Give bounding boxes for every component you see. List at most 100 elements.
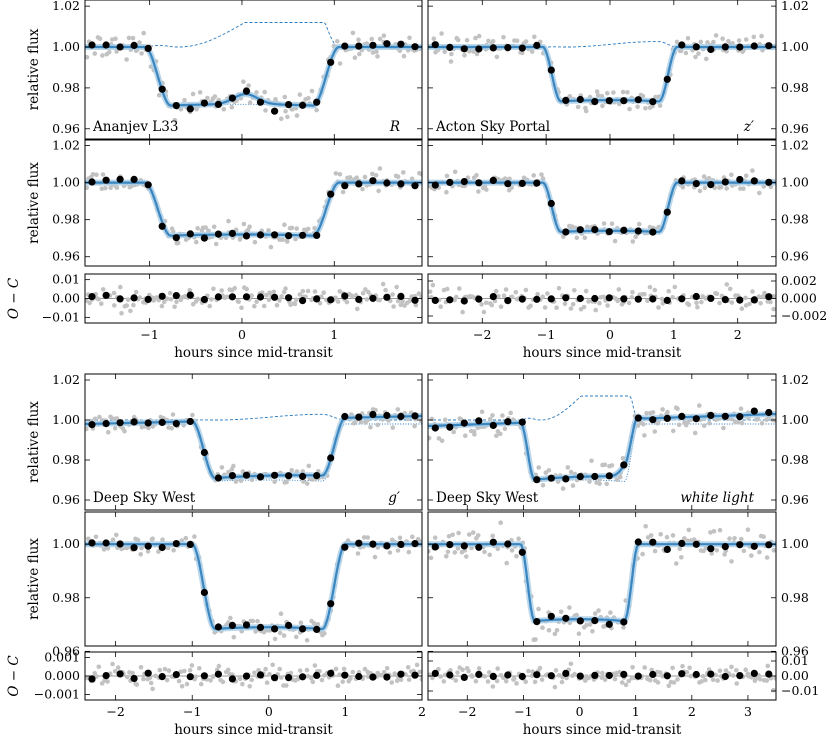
raw-point [373, 173, 379, 178]
raw-point [377, 166, 383, 171]
y-tick-label: 0.98 [52, 80, 80, 95]
y-tick-label: 0.96 [781, 643, 809, 658]
raw-point [595, 93, 601, 98]
binned-point [489, 44, 497, 52]
binned-point [186, 540, 194, 549]
x-axis-label: hours since mid-transit [523, 722, 682, 738]
binned-point [692, 180, 700, 188]
raw-point [96, 664, 102, 670]
binned-point [144, 669, 152, 677]
raw-point [124, 303, 130, 308]
x-tick-label: 0 [576, 704, 584, 719]
raw-point [644, 410, 649, 416]
raw-point [310, 679, 316, 685]
raw-point [405, 665, 411, 670]
raw-point [717, 300, 722, 306]
binned-point [649, 416, 657, 424]
raw-point [178, 669, 184, 674]
binned-point [327, 669, 335, 677]
binned-point [576, 226, 584, 234]
raw-point [645, 298, 650, 304]
raw-point [340, 679, 346, 684]
raw-point [452, 550, 458, 555]
binned-point [678, 41, 686, 49]
binned-point [299, 231, 307, 239]
raw-point [360, 290, 366, 296]
binned-point [562, 228, 570, 236]
raw-point [483, 300, 489, 306]
binned-point [285, 232, 293, 240]
y-tick-label: −0.002 [781, 308, 827, 323]
binned-point [130, 41, 138, 50]
raw-point [747, 301, 752, 307]
raw-point [757, 190, 762, 196]
raw-point [542, 305, 548, 310]
raw-point [684, 669, 690, 675]
binned-point [369, 410, 377, 419]
raw-point [489, 302, 495, 308]
raw-point [665, 409, 670, 415]
raw-point [417, 669, 422, 675]
raw-point [732, 536, 737, 541]
y-tick-label: 1.00 [52, 175, 80, 190]
raw-point [757, 549, 762, 555]
plot-area [428, 661, 776, 693]
raw-point [672, 284, 678, 290]
y-tick-label: 0.98 [781, 212, 809, 227]
raw-point [567, 605, 572, 610]
raw-point [92, 51, 98, 56]
raw-point [612, 238, 618, 244]
raw-point [361, 535, 367, 540]
raw-point [586, 299, 591, 304]
raw-point [96, 296, 101, 302]
raw-point [479, 302, 484, 307]
binned-point [431, 296, 439, 304]
binned-point [242, 672, 251, 680]
binned-point [576, 294, 584, 303]
raw-point [601, 221, 607, 226]
raw-point [679, 555, 684, 560]
raw-point [176, 240, 181, 246]
binned-point [634, 227, 642, 235]
raw-point [641, 422, 646, 427]
raw-point [704, 56, 709, 62]
panel-p9: 0.96 0.98 1.00 [427, 511, 809, 658]
raw-point [511, 676, 517, 681]
raw-point [736, 38, 742, 43]
binned-point [285, 472, 293, 480]
raw-point [274, 302, 280, 308]
raw-point [761, 534, 766, 539]
raw-point [759, 33, 764, 39]
binned-point [692, 43, 700, 51]
model-curve [85, 45, 422, 107]
raw-point [735, 419, 741, 425]
y-tick-label: 1.02 [781, 372, 809, 387]
raw-point [419, 677, 422, 682]
raw-point [655, 680, 661, 685]
raw-point [523, 679, 528, 684]
binned-point [446, 296, 454, 304]
raw-point [706, 176, 712, 181]
raw-point [112, 425, 118, 431]
binned-point [678, 539, 686, 548]
raw-point [391, 304, 396, 309]
panel-frame [427, 0, 777, 140]
binned-point [256, 98, 265, 106]
raw-point [350, 30, 356, 36]
raw-point [493, 288, 499, 294]
binned-point [102, 176, 110, 184]
panel-p11: −0.010.000.01 −2 −1 0 1 2 3 hours since mid-tra… [427, 651, 819, 738]
binned-point [341, 412, 349, 421]
raw-point [277, 298, 282, 303]
raw-point [456, 530, 461, 536]
raw-point [444, 189, 449, 195]
raw-point [380, 281, 386, 287]
panel-frame [427, 373, 777, 511]
raw-point [609, 221, 615, 226]
raw-point [584, 622, 589, 628]
binned-point [605, 228, 613, 236]
raw-point [168, 297, 174, 302]
raw-point [657, 670, 663, 675]
binned-point [200, 448, 208, 457]
binned-point [256, 623, 265, 632]
